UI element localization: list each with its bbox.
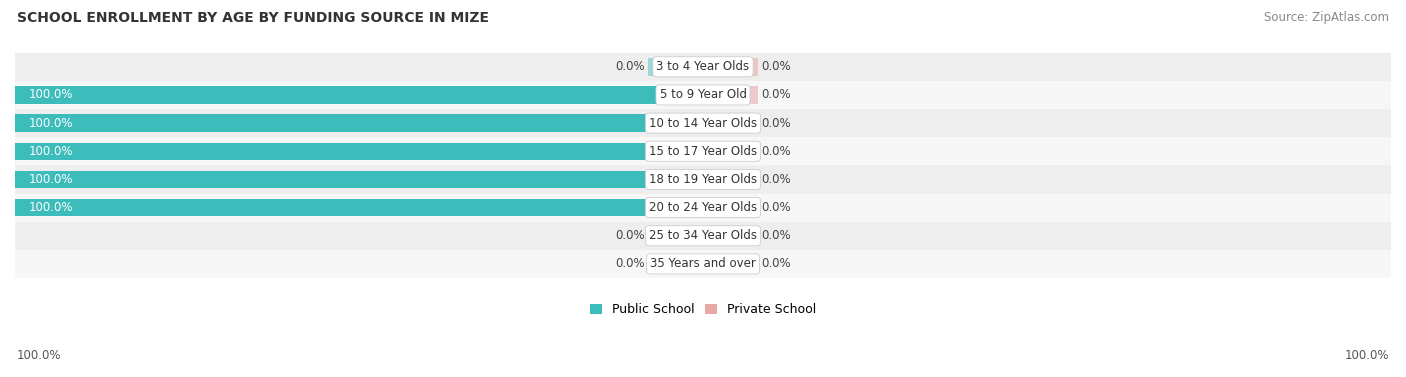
- Bar: [15, 137, 1391, 166]
- Bar: [15, 250, 1391, 278]
- Text: 35 Years and over: 35 Years and over: [650, 257, 756, 270]
- Bar: [703, 255, 758, 273]
- Text: 0.0%: 0.0%: [614, 257, 644, 270]
- Text: 0.0%: 0.0%: [762, 116, 792, 130]
- Bar: [15, 193, 1391, 222]
- Bar: [703, 227, 758, 244]
- Text: 0.0%: 0.0%: [762, 229, 792, 242]
- Bar: [703, 143, 758, 160]
- Text: 3 to 4 Year Olds: 3 to 4 Year Olds: [657, 60, 749, 73]
- Text: 10 to 14 Year Olds: 10 to 14 Year Olds: [650, 116, 756, 130]
- Bar: [15, 81, 1391, 109]
- Text: 0.0%: 0.0%: [762, 60, 792, 73]
- Bar: [703, 58, 758, 75]
- Bar: [648, 58, 703, 75]
- Text: 0.0%: 0.0%: [614, 60, 644, 73]
- Bar: [15, 166, 1391, 193]
- Bar: [703, 199, 758, 216]
- Text: 100.0%: 100.0%: [28, 89, 73, 101]
- Text: 0.0%: 0.0%: [614, 229, 644, 242]
- Text: 0.0%: 0.0%: [762, 201, 792, 214]
- Text: 20 to 24 Year Olds: 20 to 24 Year Olds: [650, 201, 756, 214]
- Bar: [15, 143, 703, 160]
- Bar: [703, 114, 758, 132]
- Bar: [648, 255, 703, 273]
- Text: 0.0%: 0.0%: [762, 173, 792, 186]
- Text: Source: ZipAtlas.com: Source: ZipAtlas.com: [1264, 11, 1389, 24]
- Text: 100.0%: 100.0%: [1344, 349, 1389, 362]
- Bar: [648, 227, 703, 244]
- Bar: [15, 53, 1391, 81]
- Text: 100.0%: 100.0%: [28, 116, 73, 130]
- Legend: Public School, Private School: Public School, Private School: [585, 298, 821, 321]
- Text: 0.0%: 0.0%: [762, 257, 792, 270]
- Text: 0.0%: 0.0%: [762, 145, 792, 158]
- Text: 100.0%: 100.0%: [28, 201, 73, 214]
- Text: 15 to 17 Year Olds: 15 to 17 Year Olds: [650, 145, 756, 158]
- Text: 18 to 19 Year Olds: 18 to 19 Year Olds: [650, 173, 756, 186]
- Text: 100.0%: 100.0%: [17, 349, 62, 362]
- Text: 0.0%: 0.0%: [762, 89, 792, 101]
- Text: 25 to 34 Year Olds: 25 to 34 Year Olds: [650, 229, 756, 242]
- Bar: [703, 86, 758, 104]
- Text: 100.0%: 100.0%: [28, 173, 73, 186]
- Text: SCHOOL ENROLLMENT BY AGE BY FUNDING SOURCE IN MIZE: SCHOOL ENROLLMENT BY AGE BY FUNDING SOUR…: [17, 11, 489, 25]
- Bar: [15, 86, 703, 104]
- Text: 100.0%: 100.0%: [28, 145, 73, 158]
- Text: 5 to 9 Year Old: 5 to 9 Year Old: [659, 89, 747, 101]
- Bar: [15, 114, 703, 132]
- Bar: [703, 171, 758, 188]
- Bar: [15, 222, 1391, 250]
- Bar: [15, 171, 703, 188]
- Bar: [15, 109, 1391, 137]
- Bar: [15, 199, 703, 216]
